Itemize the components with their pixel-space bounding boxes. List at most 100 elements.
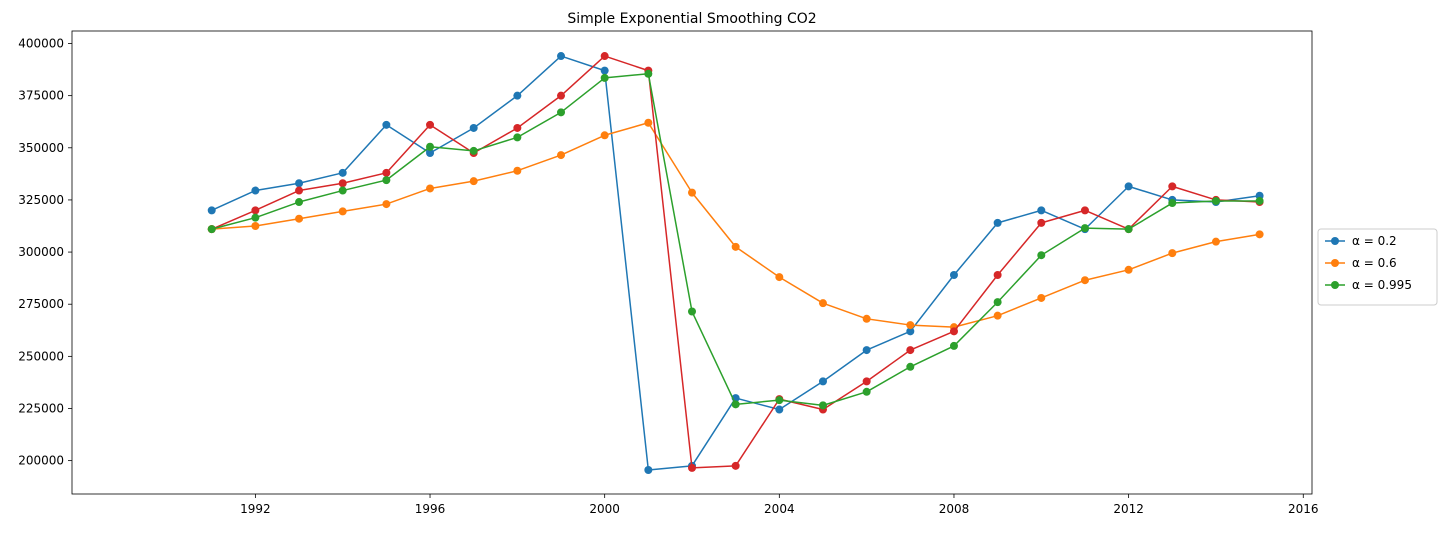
- data-point: [426, 184, 435, 193]
- data-point: [557, 108, 566, 117]
- series-lines: [207, 52, 1264, 475]
- data-point: [775, 405, 784, 414]
- data-point: [251, 206, 260, 215]
- legend-frame: [1317, 228, 1438, 306]
- plot-frame: [71, 30, 1313, 495]
- series-line: [211, 122, 1260, 328]
- data-point: [818, 377, 827, 386]
- data-point: [993, 271, 1002, 280]
- data-point: [469, 123, 478, 132]
- data-point: [644, 69, 653, 78]
- data-point: [1211, 237, 1220, 246]
- data-point: [557, 52, 566, 61]
- data-point: [1037, 293, 1046, 302]
- chart-title: Simple Exponential Smoothing CO2: [567, 11, 816, 27]
- data-point: [993, 298, 1002, 307]
- data-point: [557, 91, 566, 100]
- data-point: [906, 327, 915, 336]
- data-point: [862, 377, 871, 386]
- data-point: [469, 177, 478, 186]
- data-point: [906, 346, 915, 355]
- data-point: [382, 176, 391, 185]
- axes: 1992 1996 2000 2004 2008 2012 2016 200000 225000…: [18, 30, 1319, 516]
- data-point: [513, 133, 522, 142]
- y-tick-label: 325000: [18, 193, 64, 207]
- data-point: [1211, 196, 1220, 205]
- data-point: [600, 73, 609, 82]
- data-point: [1080, 224, 1089, 233]
- legend-marker: [1331, 259, 1339, 267]
- data-point: [1168, 199, 1177, 208]
- legend-marker: [1331, 237, 1339, 245]
- y-tick-label: 225000: [18, 401, 64, 415]
- data-point: [862, 346, 871, 355]
- series-line: [211, 73, 1260, 407]
- data-point: [731, 400, 740, 409]
- y-tick-label: 275000: [18, 297, 64, 311]
- data-point: [557, 151, 566, 160]
- data-point: [600, 66, 609, 75]
- data-point: [949, 327, 958, 336]
- x-tick-label: 1996: [415, 502, 446, 516]
- data-point: [862, 314, 871, 323]
- data-point: [338, 207, 347, 216]
- data-point: [295, 186, 304, 195]
- x-tick-label: 2012: [1113, 502, 1144, 516]
- series-1: [207, 118, 1264, 332]
- data-point: [207, 225, 216, 234]
- legend-label: α = 0.995: [1352, 278, 1412, 292]
- data-point: [1124, 225, 1133, 234]
- data-point: [949, 341, 958, 350]
- data-point: [513, 166, 522, 175]
- data-point: [993, 311, 1002, 320]
- data-point: [644, 466, 653, 475]
- data-point: [775, 396, 784, 405]
- series-2: [207, 69, 1264, 410]
- data-point: [600, 52, 609, 61]
- data-point: [644, 118, 653, 127]
- data-point: [382, 168, 391, 177]
- data-point: [426, 142, 435, 151]
- data-point: [775, 273, 784, 282]
- y-tick-label: 200000: [18, 454, 64, 468]
- data-point: [688, 307, 696, 316]
- data-point: [688, 463, 696, 472]
- data-point: [426, 149, 435, 158]
- data-point: [207, 206, 216, 215]
- data-point: [469, 146, 478, 155]
- y-tick-label: 250000: [18, 349, 64, 363]
- data-point: [1080, 276, 1089, 285]
- data-point: [688, 188, 696, 197]
- data-point: [1080, 206, 1089, 215]
- data-point: [251, 186, 260, 195]
- data-point: [295, 214, 304, 223]
- data-point: [731, 242, 740, 251]
- x-tick-label: 2008: [939, 502, 970, 516]
- legend: α = 0.2 α = 0.6 α = 0.995: [1317, 228, 1438, 306]
- data-point: [1037, 206, 1046, 215]
- y-tick-label: 300000: [18, 245, 64, 259]
- data-point: [295, 198, 304, 207]
- data-point: [251, 213, 260, 222]
- data-point: [338, 168, 347, 177]
- x-tick-label: 2004: [764, 502, 795, 516]
- y-tick-label: 400000: [18, 37, 64, 51]
- data-point: [1037, 218, 1046, 227]
- data-point: [513, 91, 522, 100]
- data-point: [1168, 249, 1177, 258]
- series-0: [207, 52, 1264, 475]
- data-point: [1037, 251, 1046, 260]
- x-tick-label: 2016: [1288, 502, 1319, 516]
- data-point: [862, 387, 871, 396]
- data-point: [1124, 182, 1133, 191]
- data-point: [338, 179, 347, 188]
- data-point: [731, 461, 740, 470]
- data-point: [1168, 182, 1177, 191]
- data-point: [1255, 196, 1264, 205]
- data-point: [818, 299, 827, 308]
- data-point: [426, 120, 435, 129]
- y-tick-label: 375000: [18, 89, 64, 103]
- data-point: [949, 271, 958, 280]
- data-point: [513, 123, 522, 132]
